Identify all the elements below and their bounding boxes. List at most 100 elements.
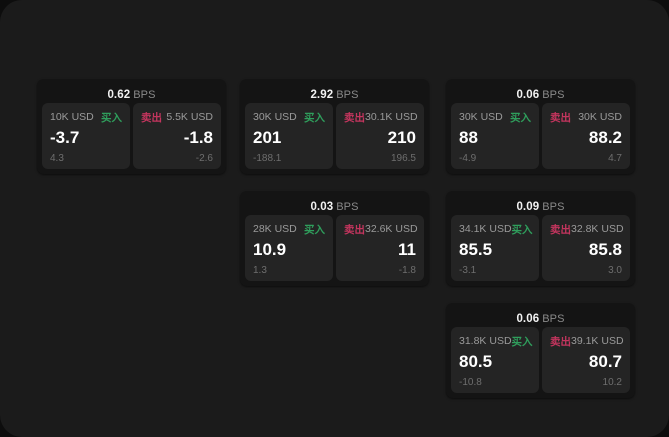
ask-size-label: 32.8K USD <box>571 223 624 235</box>
ask-side-panel[interactable]: 卖出 5.5K USD -1.8 -2.6 <box>133 103 221 169</box>
ask-side-top-row: 卖出 30.1K USD <box>344 110 418 124</box>
bid-side-panel[interactable]: 10K USD 买入 -3.7 4.3 <box>42 103 130 169</box>
bid-price-value: -3.7 <box>50 128 80 147</box>
bps-unit-label: BPS <box>542 313 565 325</box>
ask-size-label: 5.5K USD <box>166 111 213 123</box>
ask-side-panel[interactable]: 卖出 30K USD 88.2 4.7 <box>542 103 630 169</box>
bid-delta-value: -10.8 <box>459 377 482 388</box>
bid-side-panel[interactable]: 30K USD 买入 88 -4.9 <box>451 103 539 169</box>
spread-card[interactable]: 0.03 BPS 28K USD 买入 10.9 1.3 卖出 32.6K USD 11 -1.8 <box>240 191 429 286</box>
ask-delta-value: 4.7 <box>608 153 622 164</box>
buy-tag: 买入 <box>510 111 531 124</box>
ask-side-top-row: 卖出 30K USD <box>550 110 622 124</box>
bps-value: 0.06 <box>516 313 540 325</box>
card-body: 28K USD 买入 10.9 1.3 卖出 32.6K USD 11 -1.8 <box>245 215 424 281</box>
ask-price-value: -1.8 <box>183 128 213 147</box>
ask-side-top-row: 卖出 39.1K USD <box>550 334 624 348</box>
bid-side-top-row: 30K USD 买入 <box>459 110 531 124</box>
sell-tag: 卖出 <box>550 223 571 236</box>
spread-card[interactable]: 0.06 BPS 31.8K USD 买入 80.5 -10.8 卖出 39.1K USD 80… <box>446 303 635 398</box>
ask-side-panel[interactable]: 卖出 30.1K USD 210 196.5 <box>336 103 424 169</box>
card-body: 31.8K USD 买入 80.5 -10.8 卖出 39.1K USD 80.7 10.2 <box>451 327 630 393</box>
bps-value: 2.92 <box>310 89 334 101</box>
ask-size-label: 32.6K USD <box>365 223 418 235</box>
bid-size-label: 10K USD <box>50 111 94 123</box>
column-2: 2.92 BPS 30K USD 买入 201 -188.1 卖出 30.1K USD 210 1… <box>240 79 429 303</box>
column-1: 0.62 BPS 10K USD 买入 -3.7 4.3 卖出 5.5K USD -1.8 -2.… <box>37 79 226 191</box>
bid-delta-value: -188.1 <box>253 153 282 164</box>
bid-side-panel[interactable]: 31.8K USD 买入 80.5 -10.8 <box>451 327 539 393</box>
card-bps-header: 0.06 BPS <box>451 309 630 327</box>
ask-delta-value: 3.0 <box>608 265 622 276</box>
bps-value: 0.09 <box>516 201 540 213</box>
ask-price-value: 210 <box>387 128 416 147</box>
spread-card[interactable]: 0.06 BPS 30K USD 买入 88 -4.9 卖出 30K USD 88.2 4.7 <box>446 79 635 174</box>
bid-delta-value: 4.3 <box>50 153 64 164</box>
bid-side-panel[interactable]: 30K USD 买入 201 -188.1 <box>245 103 333 169</box>
bid-size-label: 30K USD <box>459 111 503 123</box>
spread-card[interactable]: 0.62 BPS 10K USD 买入 -3.7 4.3 卖出 5.5K USD -1.8 -2.… <box>37 79 226 174</box>
bps-unit-label: BPS <box>336 201 359 213</box>
ask-side-top-row: 卖出 5.5K USD <box>141 110 213 124</box>
spread-card[interactable]: 0.09 BPS 34.1K USD 买入 85.5 -3.1 卖出 32.8K USD 85.… <box>446 191 635 286</box>
spread-cards-board: 0.62 BPS 10K USD 买入 -3.7 4.3 卖出 5.5K USD -1.8 -2.… <box>37 79 635 398</box>
ask-delta-value: 196.5 <box>390 153 416 164</box>
ask-delta-value: -2.6 <box>195 153 213 164</box>
bid-price-value: 85.5 <box>459 240 493 259</box>
bps-unit-label: BPS <box>542 89 565 101</box>
ask-side-panel[interactable]: 卖出 32.8K USD 85.8 3.0 <box>542 215 630 281</box>
ask-price-value: 80.7 <box>588 352 622 371</box>
sell-tag: 卖出 <box>344 223 365 236</box>
card-bps-header: 0.09 BPS <box>451 197 630 215</box>
bid-price-value: 10.9 <box>253 240 287 259</box>
bid-side-top-row: 30K USD 买入 <box>253 110 325 124</box>
card-body: 34.1K USD 买入 85.5 -3.1 卖出 32.8K USD 85.8 3.0 <box>451 215 630 281</box>
card-bps-header: 2.92 BPS <box>245 85 424 103</box>
ask-side-panel[interactable]: 卖出 39.1K USD 80.7 10.2 <box>542 327 630 393</box>
bid-delta-value: -3.1 <box>459 265 477 276</box>
bid-side-panel[interactable]: 34.1K USD 买入 85.5 -3.1 <box>451 215 539 281</box>
bid-side-top-row: 34.1K USD 买入 <box>459 222 533 236</box>
sell-tag: 卖出 <box>550 111 571 124</box>
ask-size-label: 30.1K USD <box>365 111 418 123</box>
bid-side-top-row: 10K USD 买入 <box>50 110 122 124</box>
bid-side-panel[interactable]: 28K USD 买入 10.9 1.3 <box>245 215 333 281</box>
sell-tag: 卖出 <box>141 111 162 124</box>
ask-side-top-row: 卖出 32.6K USD <box>344 222 418 236</box>
bid-price-value: 80.5 <box>459 352 493 371</box>
bps-value: 0.62 <box>107 89 131 101</box>
buy-tag: 买入 <box>304 111 325 124</box>
ask-size-label: 39.1K USD <box>571 335 624 347</box>
ask-size-label: 30K USD <box>578 111 622 123</box>
card-body: 30K USD 买入 88 -4.9 卖出 30K USD 88.2 4.7 <box>451 103 630 169</box>
ask-delta-value: -1.8 <box>398 265 416 276</box>
ask-delta-value: 10.2 <box>602 377 622 388</box>
bid-price-value: 201 <box>253 128 282 147</box>
bps-unit-label: BPS <box>336 89 359 101</box>
card-body: 10K USD 买入 -3.7 4.3 卖出 5.5K USD -1.8 -2.6 <box>42 103 221 169</box>
buy-tag: 买入 <box>511 223 533 236</box>
bid-price-value: 88 <box>459 128 478 147</box>
spread-card[interactable]: 2.92 BPS 30K USD 买入 201 -188.1 卖出 30.1K USD 210 1… <box>240 79 429 174</box>
card-bps-header: 0.62 BPS <box>42 85 221 103</box>
bps-value: 0.06 <box>516 89 540 101</box>
bid-size-label: 31.8K USD <box>459 335 512 347</box>
buy-tag: 买入 <box>101 111 122 124</box>
column-3: 0.06 BPS 30K USD 买入 88 -4.9 卖出 30K USD 88.2 4.7 0.… <box>446 79 635 415</box>
ask-price-value: 11 <box>398 240 416 259</box>
bid-size-label: 30K USD <box>253 111 297 123</box>
ask-price-value: 85.8 <box>588 240 622 259</box>
bid-size-label: 28K USD <box>253 223 297 235</box>
bid-side-top-row: 31.8K USD 买入 <box>459 334 533 348</box>
sell-tag: 卖出 <box>550 335 571 348</box>
card-bps-header: 0.06 BPS <box>451 85 630 103</box>
buy-tag: 买入 <box>304 223 325 236</box>
ask-side-top-row: 卖出 32.8K USD <box>550 222 624 236</box>
bps-unit-label: BPS <box>542 201 565 213</box>
bid-side-top-row: 28K USD 买入 <box>253 222 325 236</box>
ask-price-value: 88.2 <box>588 128 622 147</box>
bps-unit-label: BPS <box>133 89 156 101</box>
ask-side-panel[interactable]: 卖出 32.6K USD 11 -1.8 <box>336 215 424 281</box>
bid-size-label: 34.1K USD <box>459 223 512 235</box>
